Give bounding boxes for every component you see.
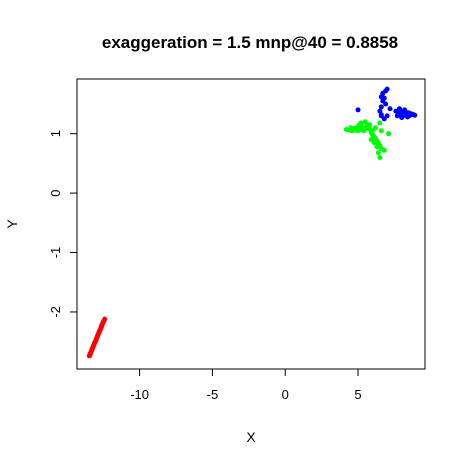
- x-tick-label: 5: [354, 387, 361, 402]
- plot-frame: [76, 78, 426, 370]
- data-point-series-2: [378, 128, 384, 134]
- data-point-series-3: [378, 112, 384, 118]
- data-point-series-2: [367, 122, 373, 128]
- y-tick-label: 0: [48, 189, 63, 196]
- data-point-series-2: [375, 150, 381, 156]
- data-points: [86, 86, 418, 359]
- data-point-series-3: [378, 94, 384, 100]
- data-point-series-2: [358, 120, 364, 126]
- x-tick-label: -10: [130, 387, 149, 402]
- data-point-series-1: [87, 352, 93, 358]
- data-point-series-1: [89, 347, 95, 353]
- data-point-series-2: [377, 120, 383, 126]
- data-point-series-3: [387, 106, 393, 112]
- data-point-series-2: [367, 126, 373, 132]
- chart-title: exaggeration = 1.5 mnp@40 = 0.8858: [102, 33, 398, 52]
- data-point-series-3: [397, 106, 403, 112]
- x-tick-label: -5: [207, 387, 219, 402]
- data-point-series-1: [97, 327, 103, 333]
- data-point-series-3: [355, 107, 361, 113]
- data-point-series-3: [405, 114, 411, 120]
- data-point-series-1: [93, 337, 99, 343]
- data-point-series-2: [368, 137, 374, 143]
- x-tick-label: 0: [282, 387, 289, 402]
- data-point-series-2: [386, 131, 392, 137]
- data-point-series-3: [412, 112, 418, 118]
- y-tick-label: -1: [48, 247, 63, 259]
- y-axis: -2 -1 0 1: [48, 130, 77, 318]
- data-point-series-2: [362, 119, 368, 125]
- data-point-series-3: [383, 101, 389, 107]
- data-point-series-3: [384, 86, 390, 92]
- y-axis-label: Y: [4, 219, 20, 229]
- x-axis: -10 -5 0 5: [130, 369, 362, 402]
- data-point-series-2: [348, 125, 354, 131]
- data-point-series-3: [402, 107, 408, 113]
- x-axis-label: X: [246, 429, 256, 445]
- y-tick-label: -2: [48, 306, 63, 318]
- data-point-series-2: [381, 147, 387, 153]
- data-point-series-3: [399, 115, 405, 121]
- data-point-series-2: [372, 125, 378, 131]
- y-tick-label: 1: [48, 130, 63, 137]
- data-point-series-1: [99, 321, 105, 327]
- data-point-series-1: [95, 333, 101, 339]
- data-point-series-3: [393, 108, 399, 114]
- data-point-series-2: [374, 144, 380, 150]
- data-point-series-2: [377, 154, 383, 160]
- data-point-series-3: [378, 104, 384, 110]
